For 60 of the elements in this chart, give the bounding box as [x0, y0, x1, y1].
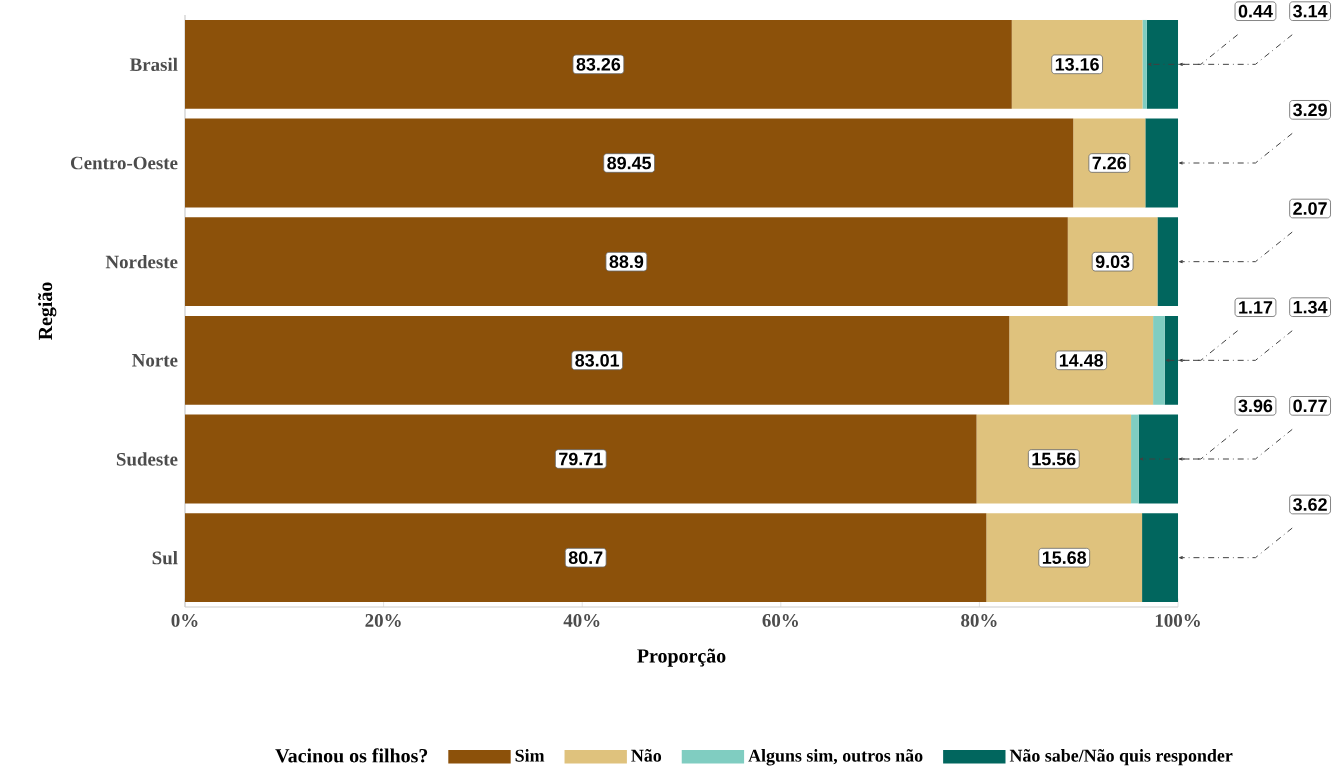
data-label: 88.9 — [609, 255, 644, 269]
data-label: 15.56 — [1032, 452, 1076, 466]
legend-title: Vacinou os filhos? — [275, 748, 428, 763]
bar — [1153, 315, 1165, 405]
y-tick-label: Sul — [152, 551, 178, 565]
bar — [1138, 414, 1179, 504]
legend-label: Não sabe/Não quis responder — [1009, 749, 1233, 766]
legend-label: Sim — [515, 749, 545, 762]
x-tick-label: 40% — [563, 614, 600, 627]
data-label: 79.71 — [559, 452, 603, 466]
bar — [1011, 19, 1143, 109]
annotation: 1.34 — [1293, 300, 1328, 314]
data-label: 80.7 — [568, 551, 603, 565]
x-tick-label: 60% — [762, 614, 798, 627]
bar — [1157, 217, 1179, 307]
data-label: 89.45 — [607, 156, 652, 170]
legend-label: Alguns sim, outros não — [748, 749, 923, 766]
annotation: 3.96 — [1238, 399, 1273, 413]
annotation: 0.44 — [1238, 4, 1273, 18]
data-label: 7.26 — [1092, 156, 1127, 170]
data-label: 15.68 — [1042, 551, 1087, 565]
data-label: 83.26 — [576, 57, 621, 71]
bar — [1131, 414, 1139, 504]
bar — [976, 414, 1132, 504]
bar — [1142, 19, 1147, 109]
annotation: 1.17 — [1239, 301, 1273, 314]
bar — [1142, 513, 1179, 603]
x-tick-label: 100% — [1155, 614, 1200, 627]
x-axis-title: Proporção — [637, 648, 726, 667]
x-tick-label: 0% — [171, 614, 198, 627]
bar — [185, 118, 1074, 208]
y-axis-title: Região — [38, 282, 57, 340]
bar — [1164, 315, 1179, 405]
x-tick-label: 20% — [365, 614, 401, 627]
bar — [185, 414, 977, 504]
bar — [185, 217, 1068, 307]
data-label: 83.01 — [575, 353, 620, 367]
bar — [185, 19, 1012, 109]
annotation: 3.14 — [1293, 4, 1328, 18]
data-label: 9.03 — [1095, 255, 1130, 269]
annotation: 3.29 — [1293, 103, 1327, 117]
bar — [1146, 19, 1179, 109]
y-tick-label: Sudeste — [116, 452, 178, 466]
annotation: 2.07 — [1293, 202, 1327, 215]
bar — [185, 513, 987, 603]
data-label: 14.48 — [1059, 353, 1104, 367]
y-tick-label: Norte — [132, 354, 178, 367]
annotation: 3.62 — [1293, 498, 1327, 511]
legend-label: Não — [631, 749, 662, 762]
y-tick-label: Brasil — [129, 57, 178, 71]
bar — [185, 315, 1010, 405]
bar — [1067, 217, 1158, 307]
bar — [986, 513, 1143, 603]
x-tick-label: 80% — [961, 614, 997, 627]
y-tick-label: Centro-Oeste — [70, 156, 178, 170]
y-tick-label: Nordeste — [105, 255, 178, 269]
bar — [1009, 315, 1154, 405]
data-label: 13.16 — [1055, 57, 1099, 71]
annotation: 0.77 — [1293, 399, 1327, 413]
bar — [1145, 118, 1179, 208]
